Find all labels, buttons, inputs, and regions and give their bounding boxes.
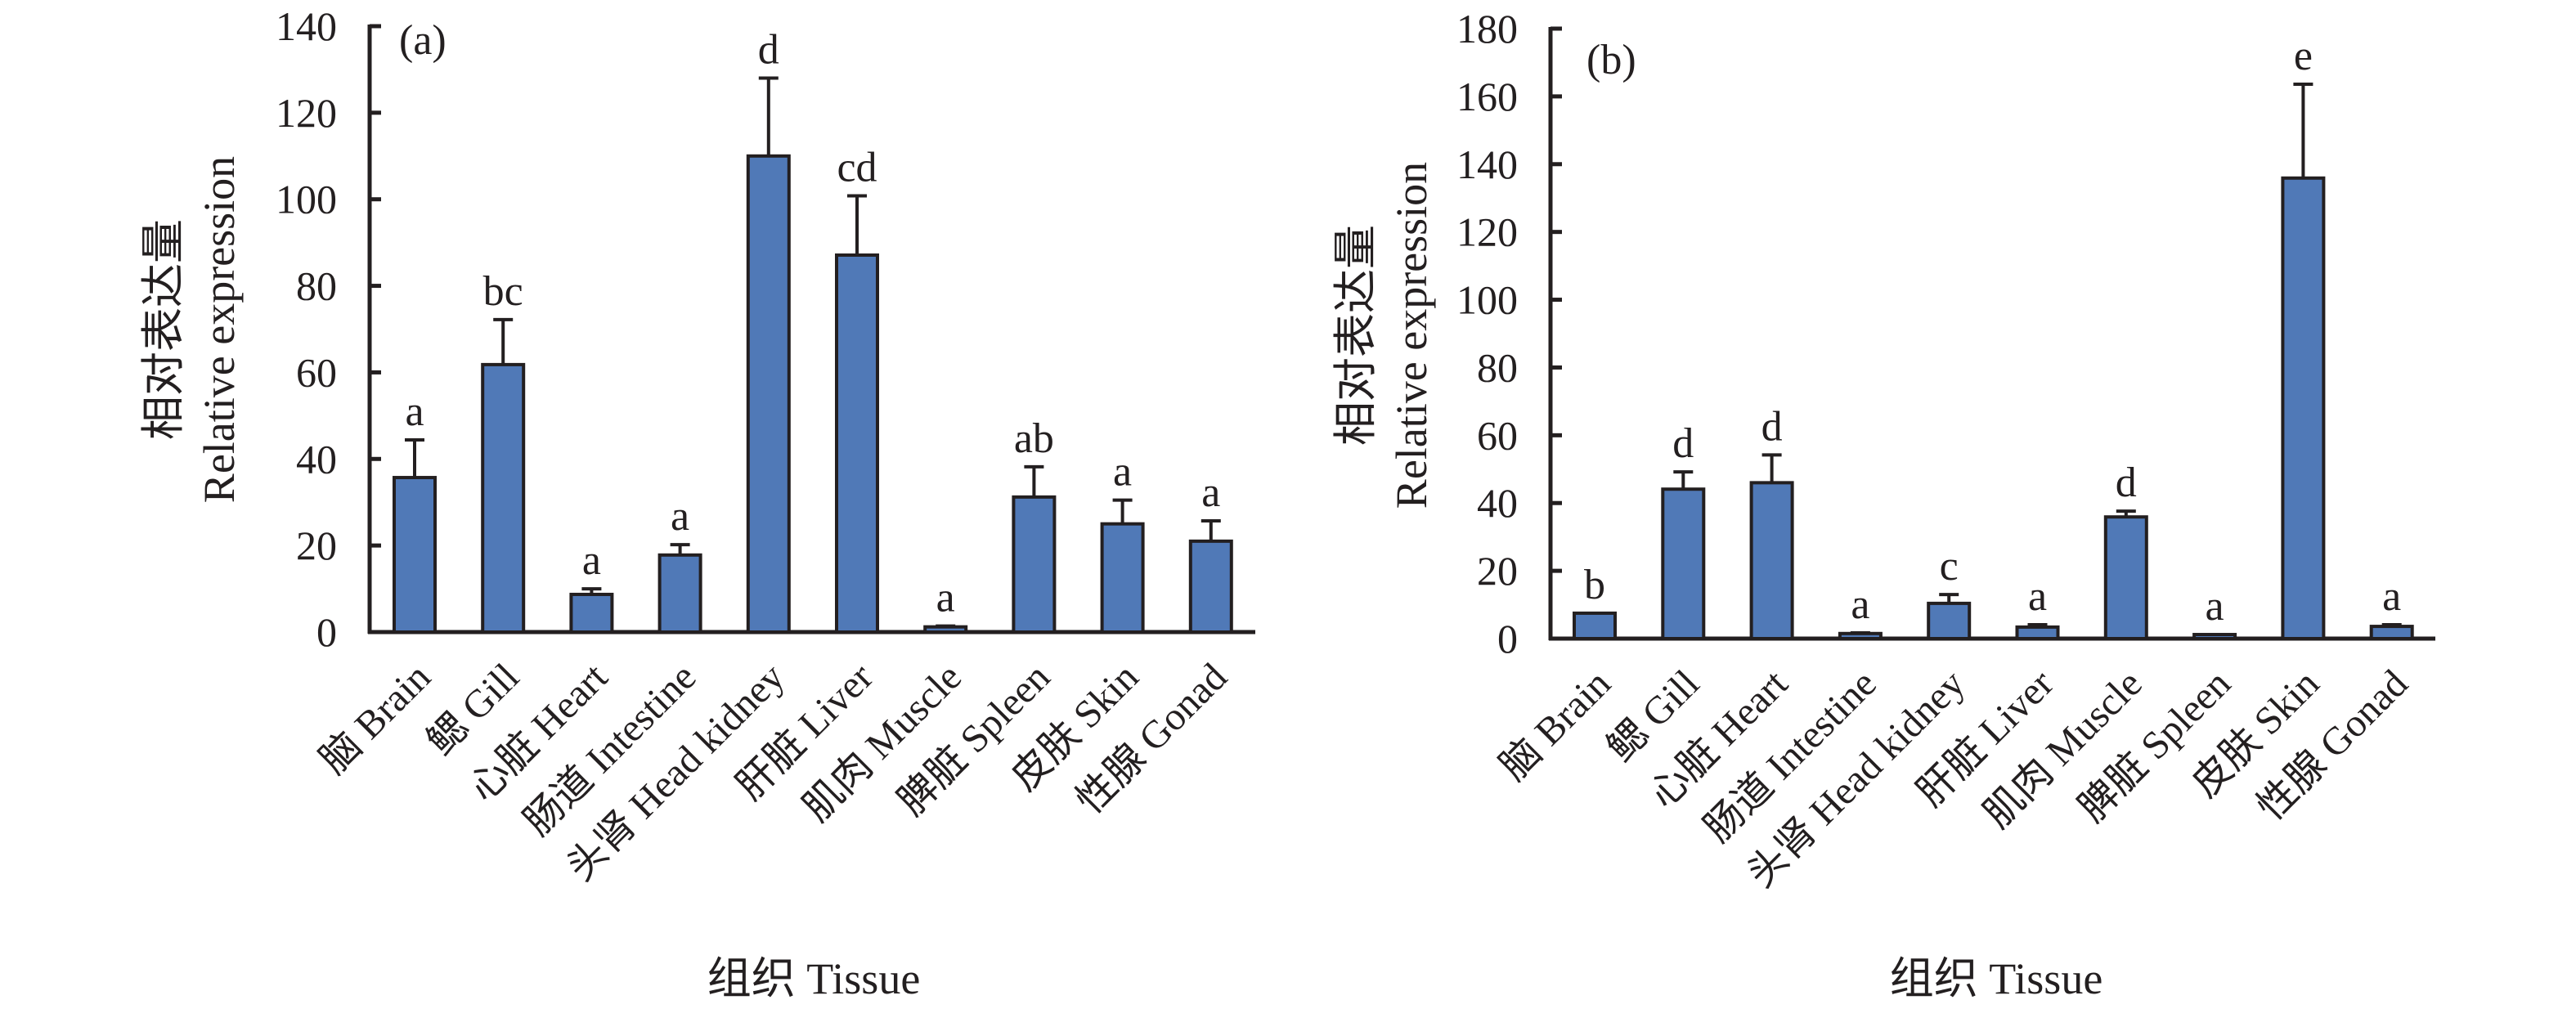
bar (2192, 633, 2237, 641)
y-tick-label: 100 (276, 177, 337, 222)
significance-label: d (2116, 460, 2137, 506)
y-tick-label: 20 (1477, 548, 1518, 594)
y-tick-label: 0 (1497, 616, 1518, 661)
bar (923, 625, 968, 634)
panel-label: (b) (1586, 37, 1636, 83)
panel-label: (a) (399, 17, 447, 64)
significance-label: a (671, 493, 689, 540)
bar (481, 362, 526, 634)
significance-label: a (1201, 469, 1220, 516)
significance-label: a (1851, 581, 1869, 628)
y-tick-label: 80 (296, 263, 337, 309)
bar (2281, 176, 2326, 640)
y-tick-label: 100 (1456, 277, 1518, 323)
significance-label: d (758, 27, 779, 74)
y-tick-label: 60 (296, 349, 337, 395)
bar (2369, 625, 2414, 641)
y-axis-title-cn: 相对表达量 (1331, 225, 1380, 446)
y-tick-label: 40 (296, 436, 337, 482)
x-axis-title: 组织 Tissue (707, 954, 921, 1003)
significance-label: c (1940, 543, 1959, 590)
bar (657, 553, 702, 635)
x-axis-title: 组织 Tissue (1890, 954, 2103, 1003)
y-tick-label: 140 (1456, 141, 1518, 187)
bar (569, 592, 614, 635)
significance-label: a (2206, 583, 2224, 630)
significance-label: a (405, 388, 424, 435)
bar (2015, 625, 2060, 640)
significance-label: b (1584, 562, 1605, 608)
y-tick-label: 60 (1477, 412, 1518, 458)
bar (1661, 487, 1706, 640)
bar (746, 154, 791, 635)
significance-label: a (582, 537, 601, 584)
significance-label: a (2382, 573, 2401, 620)
bar (1188, 539, 1233, 634)
bar (1012, 495, 1057, 634)
significance-label: d (1672, 420, 1694, 467)
significance-label: ab (1014, 415, 1054, 462)
x-tick-label: 脑 Brain (1492, 661, 1618, 788)
y-axis-title-cn: 相对表达量 (139, 219, 188, 440)
significance-label: d (1761, 403, 1783, 450)
significance-label: e (2294, 33, 2313, 79)
y-axis-title: Relative expression (195, 156, 244, 503)
bar (1749, 481, 1794, 640)
y-tick-label: 120 (1456, 209, 1518, 255)
y-tick-label: 20 (296, 522, 337, 568)
bar (1927, 601, 1972, 640)
significance-label: a (1113, 449, 1132, 496)
y-tick-label: 180 (1456, 6, 1518, 52)
panel-a: 0 20 40 60 80 100 120 140 相对表达量 Relative expressi… (139, 3, 1255, 1003)
y-tick-label: 40 (1477, 480, 1518, 526)
y-tick-label: 140 (276, 3, 337, 49)
bar (1573, 611, 1617, 641)
significance-label: a (936, 575, 955, 621)
bar (393, 476, 437, 634)
y-tick-label: 120 (276, 90, 337, 136)
significance-label: a (2028, 573, 2047, 620)
y-tick-label: 80 (1477, 344, 1518, 390)
y-tick-label: 160 (1456, 74, 1518, 119)
bar (1100, 522, 1145, 635)
y-axis-title: Relative expression (1387, 162, 1436, 509)
bar (2103, 515, 2148, 640)
x-tick-label: 脑 Brain (312, 655, 438, 782)
y-tick-label: 0 (316, 609, 337, 655)
significance-label: cd (837, 144, 877, 191)
significance-label: bc (483, 268, 523, 315)
bar (835, 253, 879, 634)
panel-b: 0 20 40 60 80 100 120 140 160 180 相对表达量 Relative ex… (1331, 6, 2435, 1003)
